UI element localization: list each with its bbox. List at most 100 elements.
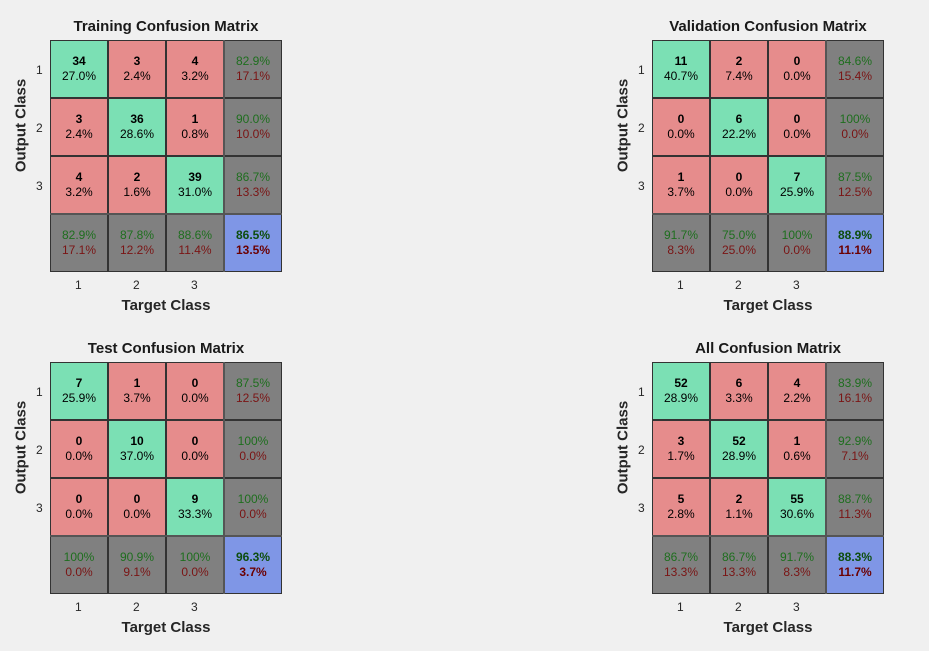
- x-tick-label: 1: [75, 278, 82, 292]
- y-tick-label: 1: [36, 385, 43, 399]
- accuracy-percent: 100%: [237, 492, 269, 506]
- x-axis-label: Target Class: [723, 297, 813, 314]
- incorrect-cell: 0 0.0%: [166, 420, 224, 478]
- cell-percent: 0.0%: [725, 185, 753, 199]
- cell-count: 0: [735, 170, 743, 184]
- cell-percent: 0.0%: [65, 507, 93, 521]
- cell-count: 4: [191, 54, 199, 68]
- overall-accuracy-cell: 96.3% 3.7%: [224, 536, 282, 594]
- cell-count: 3: [133, 54, 141, 68]
- cell-percent: 27.0%: [61, 69, 97, 83]
- cell-count: 1: [793, 434, 801, 448]
- overall-error-percent: 11.1%: [838, 243, 872, 257]
- cell-count: 0: [75, 492, 83, 506]
- incorrect-cell: 3 2.4%: [108, 40, 166, 98]
- x-tick-label: 3: [191, 278, 198, 292]
- cell-percent: 2.4%: [123, 69, 151, 83]
- cell-percent: 28.9%: [663, 391, 699, 405]
- row-summary-cell: 92.9% 7.1%: [826, 420, 884, 478]
- cell-percent: 1.6%: [123, 185, 151, 199]
- accuracy-percent: 87.5%: [235, 376, 271, 390]
- y-tick-label: 3: [36, 179, 43, 193]
- correct-cell: 9 33.3%: [166, 478, 224, 536]
- correct-cell: 55 30.6%: [768, 478, 826, 536]
- cell-count: 34: [72, 54, 86, 68]
- accuracy-percent: 86.7%: [721, 550, 757, 564]
- accuracy-percent: 86.7%: [663, 550, 699, 564]
- column-summary-cell: 100% 0.0%: [50, 536, 108, 594]
- x-tick-label: 2: [133, 600, 140, 614]
- incorrect-cell: 0 0.0%: [768, 98, 826, 156]
- row-summary-cell: 100% 0.0%: [224, 478, 282, 536]
- error-percent: 15.4%: [837, 69, 873, 83]
- incorrect-cell: 0 0.0%: [652, 98, 710, 156]
- correct-cell: 36 28.6%: [108, 98, 166, 156]
- incorrect-cell: 4 2.2%: [768, 362, 826, 420]
- cell-percent: 0.0%: [783, 127, 811, 141]
- overall-accuracy-cell: 86.5% 13.5%: [224, 214, 282, 272]
- cell-percent: 1.1%: [725, 507, 753, 521]
- y-tick-label: 1: [36, 63, 43, 77]
- error-percent: 11.4%: [178, 243, 212, 257]
- cell-count: 7: [75, 376, 83, 390]
- cell-count: 1: [133, 376, 141, 390]
- x-tick-label: 3: [793, 600, 800, 614]
- panel-title: Test Confusion Matrix: [87, 340, 245, 357]
- cell-percent: 33.3%: [177, 507, 213, 521]
- incorrect-cell: 0 0.0%: [710, 156, 768, 214]
- summary-separator: [223, 40, 225, 272]
- x-tick-label: 1: [677, 278, 684, 292]
- incorrect-cell: 3 1.7%: [652, 420, 710, 478]
- incorrect-cell: 2 1.6%: [108, 156, 166, 214]
- incorrect-cell: 0 0.0%: [50, 478, 108, 536]
- incorrect-cell: 3 2.4%: [50, 98, 108, 156]
- accuracy-percent: 88.6%: [177, 228, 213, 242]
- error-percent: 12.5%: [235, 391, 271, 405]
- cell-count: 39: [188, 170, 202, 184]
- y-tick-label: 2: [638, 121, 645, 135]
- cell-percent: 25.9%: [779, 185, 815, 199]
- correct-cell: 6 22.2%: [710, 98, 768, 156]
- error-percent: 13.3%: [663, 565, 699, 579]
- error-percent: 8.3%: [783, 565, 811, 579]
- x-axis-label: Target Class: [121, 297, 211, 314]
- cell-percent: 0.0%: [123, 507, 151, 521]
- panel-title: Training Confusion Matrix: [73, 18, 259, 35]
- overall-accuracy-percent: 88.3%: [837, 550, 873, 564]
- accuracy-percent: 83.9%: [837, 376, 873, 390]
- y-axis-label: Output Class: [12, 400, 30, 495]
- row-summary-cell: 90.0% 10.0%: [224, 98, 282, 156]
- correct-cell: 34 27.0%: [50, 40, 108, 98]
- column-summary-cell: 90.9% 9.1%: [108, 536, 166, 594]
- summary-separator: [223, 362, 225, 594]
- correct-cell: 7 25.9%: [50, 362, 108, 420]
- cell-count: 52: [674, 376, 688, 390]
- column-summary-cell: 91.7% 8.3%: [652, 214, 710, 272]
- panel-title: Validation Confusion Matrix: [669, 18, 867, 35]
- cell-count: 4: [793, 376, 801, 390]
- overall-error-percent: 3.7%: [239, 565, 267, 579]
- cell-count: 36: [130, 112, 144, 126]
- cell-count: 0: [191, 376, 199, 390]
- cell-count: 4: [75, 170, 83, 184]
- column-summary-cell: 88.6% 11.4%: [166, 214, 224, 272]
- cell-percent: 3.7%: [123, 391, 151, 405]
- overall-accuracy-cell: 88.9% 11.1%: [826, 214, 884, 272]
- cell-count: 11: [674, 54, 688, 68]
- row-summary-cell: 82.9% 17.1%: [224, 40, 282, 98]
- error-percent: 13.3%: [235, 185, 271, 199]
- cell-percent: 1.7%: [667, 449, 695, 463]
- incorrect-cell: 2 7.4%: [710, 40, 768, 98]
- cell-percent: 31.0%: [177, 185, 213, 199]
- cell-percent: 22.2%: [721, 127, 757, 141]
- error-percent: 25.0%: [721, 243, 757, 257]
- row-summary-cell: 83.9% 16.1%: [826, 362, 884, 420]
- error-percent: 7.1%: [841, 449, 869, 463]
- accuracy-percent: 82.9%: [235, 54, 271, 68]
- overall-error-percent: 13.5%: [235, 243, 271, 257]
- accuracy-percent: 75.0%: [721, 228, 757, 242]
- error-percent: 0.0%: [239, 449, 267, 463]
- accuracy-percent: 100%: [839, 112, 871, 126]
- cell-percent: 2.8%: [667, 507, 695, 521]
- cell-percent: 0.6%: [783, 449, 811, 463]
